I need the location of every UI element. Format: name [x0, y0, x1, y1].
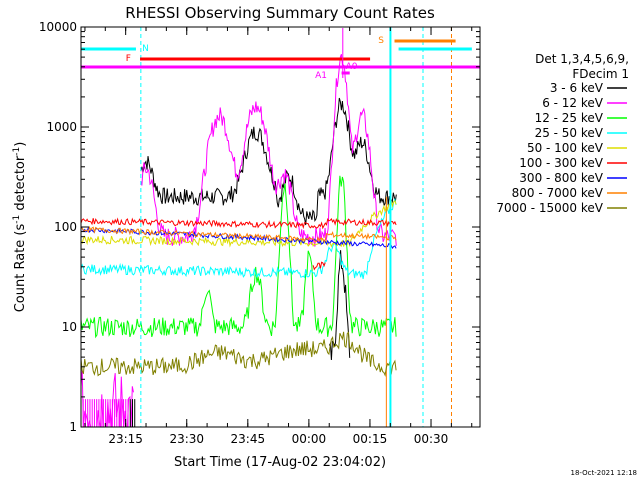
x-tick-label: 00:15 [353, 432, 388, 446]
legend-entry-label: 6 - 12 keV [542, 96, 604, 110]
legend-entry-label: 300 - 800 keV [519, 171, 603, 185]
y-tick-label: 1000 [46, 120, 77, 134]
legend-entry-label: 50 - 100 keV [527, 141, 604, 155]
footer-timestamp: 18-Oct-2021 12:18 [571, 469, 637, 477]
series-line-7000-15000kev [80, 331, 397, 377]
legend-header-detectors: Det 1,3,4,5,6,9, [535, 52, 629, 66]
chart-title: RHESSI Observing Summary Count Rates [125, 4, 435, 22]
legend-entry-label: 7000 - 15000 keV [496, 201, 603, 215]
axes: 1 10 100 1000 10000 23:15 23:30 23:45 00:00 00:15… [39, 20, 480, 446]
series-line-800-7000kev [80, 225, 397, 243]
y-tick-label: 100 [54, 220, 77, 234]
series-line-3-6kev [140, 97, 397, 226]
x-tick-label: 23:30 [169, 432, 204, 446]
series-line-100-300kev-dip [312, 261, 326, 271]
y-tick-label: 10 [62, 320, 77, 334]
legend-header-decim: FDecim 1 [572, 67, 629, 81]
flare-flag-label: F [126, 54, 131, 64]
series-line-50-100kev [80, 198, 397, 248]
x-tick-label: 23:15 [108, 432, 143, 446]
a0-label: A0 [346, 62, 358, 72]
series-line-100-300kev [80, 217, 397, 230]
y-tick-label: 10000 [39, 20, 77, 34]
legend-entry-label: 12 - 25 keV [535, 111, 604, 125]
x-tick-label: 00:00 [292, 432, 327, 446]
series-line-6-12kev [140, 54, 397, 247]
night-flag-label: N [142, 44, 149, 54]
series-line-25-50kev [80, 197, 397, 279]
saa-flag-label: S [378, 36, 384, 46]
y-axis-label: Count Rate (s-1 detector-1) [12, 142, 28, 313]
x-axis-label: Start Time (17-Aug-02 23:04:02) [174, 455, 386, 470]
legend-entry-label: 25 - 50 keV [535, 126, 604, 140]
legend-entry-label: 100 - 300 keV [519, 156, 603, 170]
a1-flag-label: A1 [315, 71, 327, 81]
x-tick-label: 00:30 [414, 432, 449, 446]
y-tick-label: 1 [69, 420, 77, 434]
legend-entry-label: 800 - 7000 keV [512, 186, 604, 200]
legend-entry-label: 3 - 6 keV [550, 81, 604, 95]
series-line-12-25kev [80, 175, 397, 339]
x-tick-label: 23:45 [231, 432, 266, 446]
